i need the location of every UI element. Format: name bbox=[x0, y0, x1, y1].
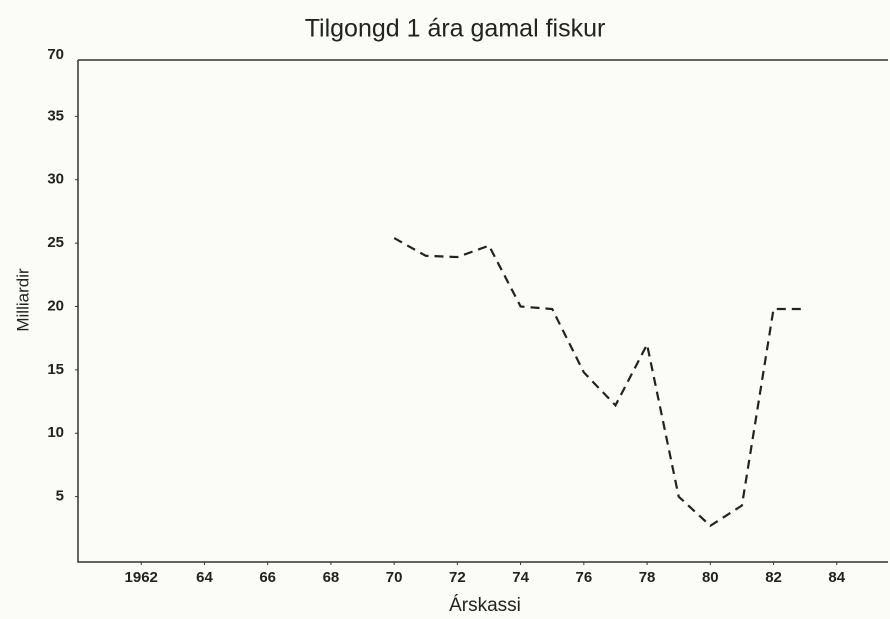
y-tick-label: 35 bbox=[47, 107, 64, 124]
axis-break-label: 70 bbox=[47, 46, 64, 63]
x-tick-label: 76 bbox=[576, 569, 593, 586]
y-tick-label: 30 bbox=[47, 171, 64, 188]
x-tick-label: 78 bbox=[639, 569, 656, 586]
x-tick-label: 74 bbox=[512, 569, 529, 586]
x-tick-label: 72 bbox=[449, 569, 466, 586]
x-tick-label: 84 bbox=[828, 569, 845, 586]
x-tick-label: 64 bbox=[196, 569, 213, 586]
x-tick-label: 68 bbox=[323, 569, 340, 586]
x-tick-label: 70 bbox=[386, 569, 403, 586]
y-tick-label: 20 bbox=[47, 297, 64, 314]
y-tick-label: 10 bbox=[47, 424, 64, 441]
data-line bbox=[393, 237, 806, 528]
y-tick-label: 5 bbox=[56, 488, 64, 505]
chart-title: Tilgongd 1 ára gamal fiskur bbox=[305, 15, 606, 43]
x-axis-label: Árskassi bbox=[449, 595, 521, 616]
y-tick-label: 15 bbox=[47, 361, 64, 378]
x-tick-label: 66 bbox=[259, 569, 276, 586]
x-tick-label: 1962 bbox=[125, 569, 158, 586]
x-tick-label: 82 bbox=[765, 569, 782, 586]
y-tick-label: 25 bbox=[47, 234, 64, 251]
x-tick-label: 80 bbox=[702, 569, 719, 586]
y-axis-label: Milliardir bbox=[13, 268, 32, 332]
plot-frame bbox=[77, 59, 888, 563]
